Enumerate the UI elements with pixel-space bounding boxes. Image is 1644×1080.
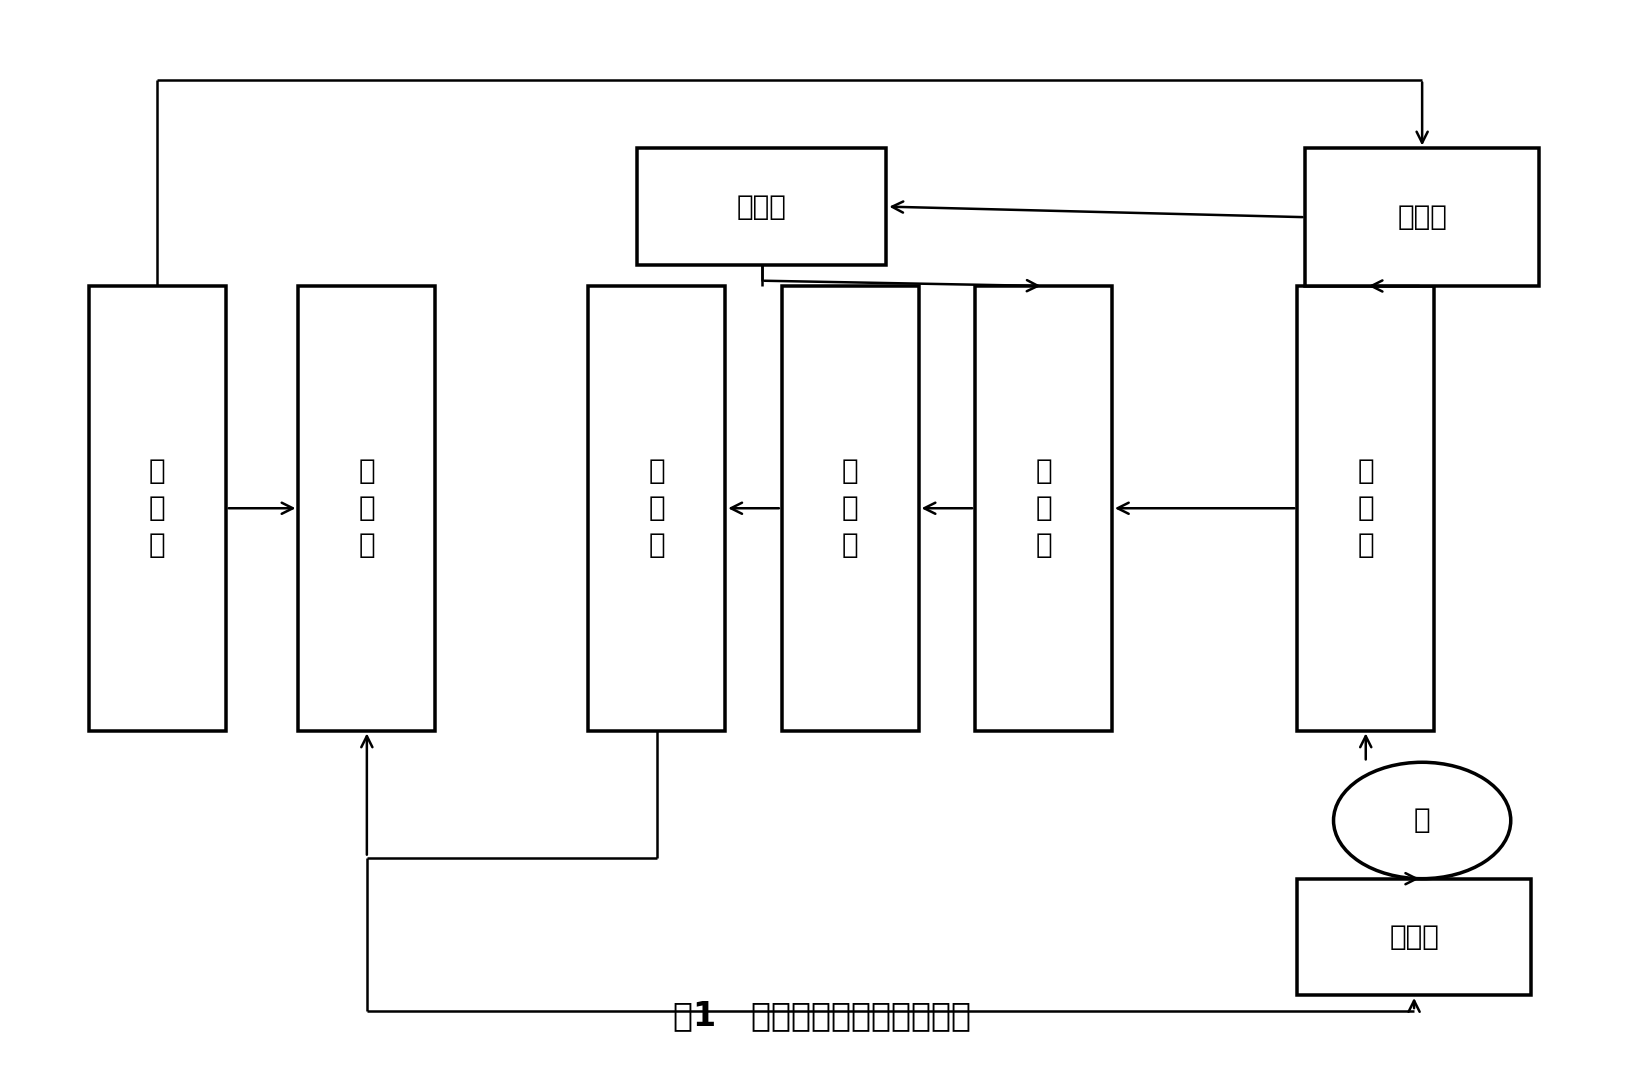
Circle shape bbox=[1333, 762, 1511, 879]
Text: 操
纵
阀: 操 纵 阀 bbox=[150, 458, 166, 559]
Text: 图1   叉车液力传动系统示意图: 图1 叉车液力传动系统示意图 bbox=[672, 999, 972, 1032]
Bar bbox=[975, 286, 1111, 730]
Text: 变
速
器: 变 速 器 bbox=[358, 458, 375, 559]
Bar bbox=[636, 148, 886, 265]
Text: 滤清器: 滤清器 bbox=[1389, 923, 1438, 950]
Bar bbox=[1297, 879, 1531, 995]
Bar bbox=[589, 286, 725, 730]
Text: 泵: 泵 bbox=[1414, 807, 1430, 835]
Text: 冷
却
器: 冷 却 器 bbox=[842, 458, 858, 559]
Bar bbox=[1305, 148, 1539, 286]
Text: 调压阀: 调压阀 bbox=[1397, 203, 1447, 231]
Bar bbox=[783, 286, 919, 730]
Bar bbox=[299, 286, 436, 730]
Text: 减
压
阀: 减 压 阀 bbox=[648, 458, 666, 559]
Bar bbox=[1297, 286, 1434, 730]
Text: 变
矩
器: 变 矩 器 bbox=[1036, 458, 1052, 559]
Text: 滤
清
器: 滤 清 器 bbox=[1358, 458, 1374, 559]
Bar bbox=[89, 286, 225, 730]
Text: 溢流阀: 溢流阀 bbox=[737, 192, 786, 220]
